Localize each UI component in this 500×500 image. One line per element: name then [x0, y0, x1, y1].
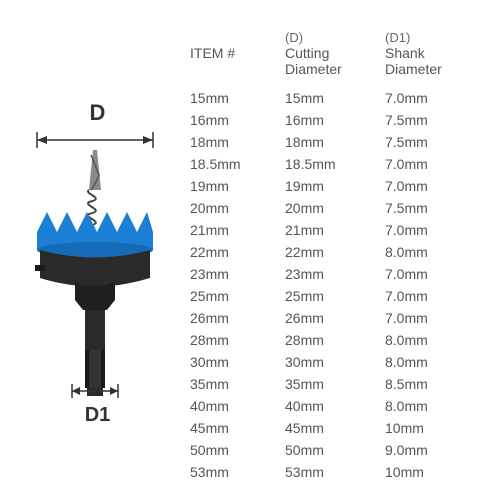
cell-cutting: 25mm: [285, 285, 385, 307]
dimension-line-d1: [70, 382, 120, 400]
cell-shank: 7.0mm: [385, 263, 480, 285]
cell-item: 20mm: [190, 197, 285, 219]
cell-item: 40mm: [190, 395, 285, 417]
table-row: 45mm45mm10mm: [190, 417, 490, 439]
cell-item: 16mm: [190, 109, 285, 131]
table-row: 20mm20mm7.5mm: [190, 197, 490, 219]
table-row: 53mm53mm10mm: [190, 461, 490, 483]
cell-item: 50mm: [190, 439, 285, 461]
table-row: 16mm16mm7.5mm: [190, 109, 490, 131]
dimension-line-d: [35, 130, 155, 150]
cell-item: 28mm: [190, 329, 285, 351]
cell-cutting: 20mm: [285, 197, 385, 219]
cell-cutting: 30mm: [285, 351, 385, 373]
cell-cutting: 18.5mm: [285, 153, 385, 175]
cell-shank: 10mm: [385, 461, 480, 483]
cell-shank: 7.5mm: [385, 197, 480, 219]
spec-table: ITEM # (D) Cutting Diameter (D1) Shank D…: [190, 30, 490, 483]
header-cutting: (D) Cutting Diameter: [285, 30, 385, 77]
cell-shank: 8.0mm: [385, 241, 480, 263]
table-row: 50mm50mm9.0mm: [190, 439, 490, 461]
cell-item: 30mm: [190, 351, 285, 373]
cell-shank: 7.0mm: [385, 153, 480, 175]
cell-item: 26mm: [190, 307, 285, 329]
cell-item: 25mm: [190, 285, 285, 307]
cell-shank: 9.0mm: [385, 439, 480, 461]
product-diagram: D: [15, 100, 180, 430]
cell-item: 35mm: [190, 373, 285, 395]
cell-cutting: 18mm: [285, 131, 385, 153]
cell-item: 21mm: [190, 219, 285, 241]
hole-saw-illustration: [35, 150, 155, 400]
cell-shank: 7.0mm: [385, 175, 480, 197]
cell-shank: 7.0mm: [385, 87, 480, 109]
cell-cutting: 23mm: [285, 263, 385, 285]
cell-cutting: 35mm: [285, 373, 385, 395]
cell-shank: 8.0mm: [385, 329, 480, 351]
cell-cutting: 22mm: [285, 241, 385, 263]
cell-shank: 7.0mm: [385, 285, 480, 307]
table-row: 25mm25mm7.0mm: [190, 285, 490, 307]
header-item: ITEM #: [190, 30, 285, 77]
table-row: 21mm21mm7.0mm: [190, 219, 490, 241]
cell-shank: 8.0mm: [385, 351, 480, 373]
dimension-label-d1: D1: [85, 404, 111, 427]
table-row: 23mm23mm7.0mm: [190, 263, 490, 285]
cell-cutting: 15mm: [285, 87, 385, 109]
cell-cutting: 53mm: [285, 461, 385, 483]
table-row: 18mm18mm7.5mm: [190, 131, 490, 153]
table-header-row: ITEM # (D) Cutting Diameter (D1) Shank D…: [190, 30, 490, 83]
cell-item: 18mm: [190, 131, 285, 153]
cell-item: 22mm: [190, 241, 285, 263]
cell-item: 23mm: [190, 263, 285, 285]
cell-cutting: 19mm: [285, 175, 385, 197]
cell-cutting: 40mm: [285, 395, 385, 417]
header-shank: (D1) Shank Diameter: [385, 30, 480, 77]
cell-item: 45mm: [190, 417, 285, 439]
cell-shank: 10mm: [385, 417, 480, 439]
table-row: 35mm35mm8.5mm: [190, 373, 490, 395]
table-row: 15mm15mm7.0mm: [190, 87, 490, 109]
cell-item: 53mm: [190, 461, 285, 483]
cell-item: 18.5mm: [190, 153, 285, 175]
table-row: 22mm22mm8.0mm: [190, 241, 490, 263]
dimension-label-d: D: [90, 100, 106, 126]
cell-item: 19mm: [190, 175, 285, 197]
cell-shank: 7.0mm: [385, 219, 480, 241]
table-row: 19mm19mm7.0mm: [190, 175, 490, 197]
table-row: 28mm28mm8.0mm: [190, 329, 490, 351]
cell-cutting: 21mm: [285, 219, 385, 241]
cell-cutting: 16mm: [285, 109, 385, 131]
cell-item: 15mm: [190, 87, 285, 109]
cell-cutting: 45mm: [285, 417, 385, 439]
table-row: 30mm30mm8.0mm: [190, 351, 490, 373]
cell-cutting: 28mm: [285, 329, 385, 351]
table-row: 18.5mm18.5mm7.0mm: [190, 153, 490, 175]
table-row: 26mm26mm7.0mm: [190, 307, 490, 329]
table-row: 40mm40mm8.0mm: [190, 395, 490, 417]
table-body: 15mm15mm7.0mm16mm16mm7.5mm18mm18mm7.5mm1…: [190, 87, 490, 483]
cell-shank: 7.5mm: [385, 109, 480, 131]
cell-shank: 7.5mm: [385, 131, 480, 153]
cell-cutting: 50mm: [285, 439, 385, 461]
cell-shank: 8.0mm: [385, 395, 480, 417]
cell-shank: 8.5mm: [385, 373, 480, 395]
cell-shank: 7.0mm: [385, 307, 480, 329]
cell-cutting: 26mm: [285, 307, 385, 329]
